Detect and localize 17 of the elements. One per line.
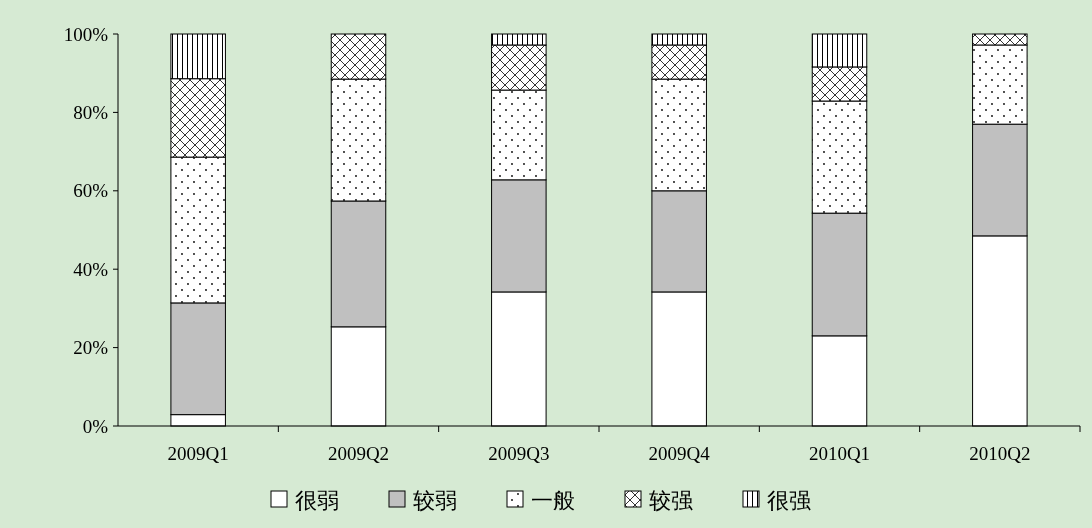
y-tick-label: 20% <box>73 337 109 359</box>
legend-label: 较弱 <box>413 487 457 513</box>
legend-label: 较强 <box>649 487 693 513</box>
y-tick-label: 0% <box>82 415 109 437</box>
y-tick-label: 100% <box>63 23 109 45</box>
x-tick-label: 2009Q3 <box>488 443 550 464</box>
legend-label: 很弱 <box>295 487 339 513</box>
y-tick-label: 80% <box>73 102 109 124</box>
y-tick-label: 60% <box>73 180 109 202</box>
x-tick-label: 2010Q1 <box>808 443 871 464</box>
x-tick-label: 2009Q4 <box>648 443 711 464</box>
legend-label: 一般 <box>531 487 575 513</box>
y-tick-label: 40% <box>73 258 109 280</box>
x-tick-label: 2009Q1 <box>167 443 229 464</box>
legend-label: 很强 <box>767 487 811 513</box>
x-tick-label: 2010Q2 <box>969 443 1031 464</box>
x-tick-label: 2009Q2 <box>327 443 390 464</box>
